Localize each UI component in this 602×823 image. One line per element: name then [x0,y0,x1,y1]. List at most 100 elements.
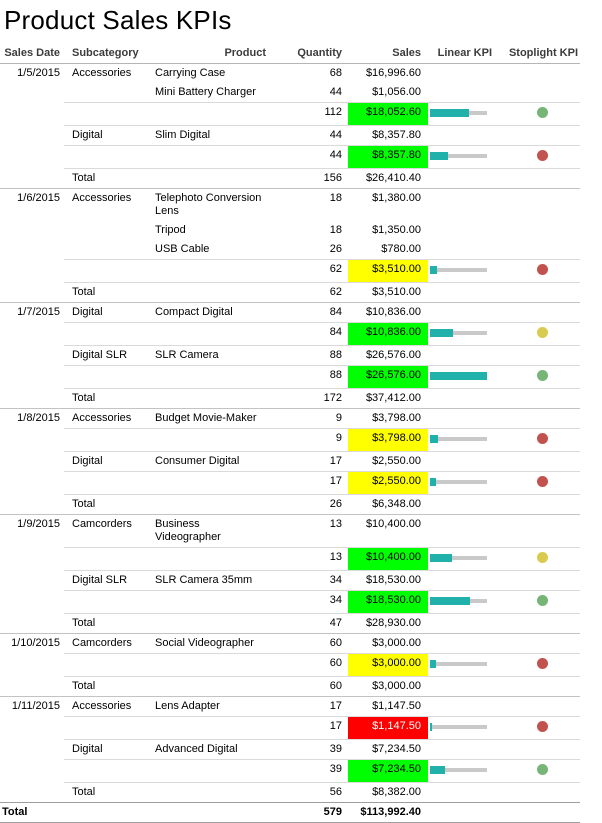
sales-value: $1,056.00 [372,86,421,98]
table-row: Tripod 18 $1,350.00 [0,221,580,240]
subcategory-cell: Total [64,494,148,515]
gauge-fill-bar [430,660,437,668]
stoplight-kpi-cell [504,739,580,760]
product-cell: Business Videographer [148,514,270,548]
product-cell: Slim Digital [148,125,270,146]
sales-cell: $3,000.00 [348,653,428,677]
subcategory-cell: Camcorders [64,633,148,654]
linear-gauge [430,595,487,606]
stoplight-kpi-cell [504,716,580,740]
product-cell [148,590,270,614]
stoplight-kpi-cell [504,514,580,548]
table-row: 44 $8,357.80 [0,145,580,169]
sales-cell: $3,510.00 [348,259,428,283]
sales-value: $1,380.00 [372,192,421,204]
sales-value: $6,348.00 [372,498,421,510]
linear-kpi-cell [428,514,504,548]
sales-date-cell [0,260,64,283]
linear-kpi-cell [428,102,504,126]
stoplight-indicator-icon [536,107,548,118]
stoplight-kpi-cell [504,696,580,717]
quantity-cell: 17 [270,451,348,472]
subcategory-cell [64,240,148,260]
table-row: Digital Consumer Digital 17 $2,550.00 [0,451,580,472]
product-cell [148,388,270,409]
stoplight-kpi-cell [504,547,580,571]
subcategory-cell [64,365,148,389]
subcategory-cell [64,322,148,346]
stoplight-kpi-cell [504,365,580,389]
sales-value: $3,798.00 [372,412,421,424]
table-row: USB Cable 26 $780.00 [0,240,580,260]
sales-cell: $26,410.40 [348,168,428,189]
column-header-stoplight-kpi: Stoplight KPI [504,44,580,64]
sales-cell: $7,234.50 [348,759,428,783]
sales-value: $18,530.00 [365,594,421,606]
linear-kpi-cell [428,696,504,717]
linear-kpi-cell [428,802,504,823]
stoplight-indicator-icon [536,476,548,487]
subcategory-cell [64,802,148,823]
table-row: 34 $18,530.00 [0,590,580,614]
quantity-cell: 47 [270,613,348,634]
quantity-cell: 62 [270,282,348,303]
linear-kpi-cell [428,168,504,189]
sales-value: $26,576.00 [365,369,421,381]
sales-kpi-table: Sales Date Subcategory Product Quantity … [0,44,580,823]
column-header-sales-date: Sales Date [0,44,64,64]
product-cell [148,653,270,677]
stoplight-kpi-cell [504,322,580,346]
linear-kpi-cell [428,125,504,146]
product-cell [148,782,270,803]
table-row: 1/8/2015 Accessories Budget Movie-Maker … [0,408,580,429]
table-row: 84 $10,836.00 [0,322,580,346]
sales-cell: $18,530.00 [348,570,428,591]
linear-kpi-cell [428,302,504,323]
linear-kpi-cell [428,221,504,240]
gauge-track-bar [430,556,487,560]
subcategory-cell [64,716,148,740]
stoplight-kpi-cell [504,259,580,283]
stoplight-kpi-cell [504,345,580,366]
product-cell: Budget Movie-Maker [148,408,270,429]
sales-cell: $1,056.00 [348,83,428,103]
stoplight-kpi-cell [504,408,580,429]
subcategory-cell: Accessories [64,63,148,83]
product-cell [148,802,270,823]
subcategory-cell [64,83,148,103]
quantity-cell: 60 [270,653,348,677]
stoplight-kpi-cell [504,302,580,323]
subcategory-cell: Total [64,782,148,803]
sales-date-cell [0,221,64,240]
quantity-cell: 17 [270,696,348,717]
linear-gauge [430,327,487,338]
stoplight-indicator-icon [536,370,548,381]
table-row: Digital Slim Digital 44 $8,357.80 [0,125,580,146]
linear-kpi-cell [428,145,504,169]
sales-date-cell: 1/10/2015 [0,633,64,654]
quantity-cell: 34 [270,590,348,614]
product-cell: Tripod [155,224,186,236]
sales-cell: $6,348.00 [348,494,428,515]
linear-kpi-cell [428,613,504,634]
sales-cell: $3,000.00 [348,633,428,654]
table-row: Total 156 $26,410.40 [0,168,580,189]
sales-cell: $3,798.00 [348,428,428,452]
gauge-track-bar [430,154,487,158]
subcategory-cell [64,471,148,495]
sales-date-cell: 1/8/2015 [0,408,64,429]
subcategory-cell: Digital [64,451,148,472]
sales-value: $10,836.00 [365,306,421,318]
report-title: Product Sales KPIs [4,5,232,35]
stoplight-kpi-cell [504,168,580,189]
quantity-cell: 13 [270,514,348,548]
sales-date-cell: 1/7/2015 [0,302,64,323]
quantity-cell: 44 [270,145,348,169]
subcategory-cell [64,590,148,614]
sales-value: $1,350.00 [372,224,421,236]
product-cell [148,759,270,783]
stoplight-kpi-cell [504,83,580,103]
linear-kpi-cell [428,408,504,429]
table-row: Total 26 $6,348.00 [0,494,580,515]
quantity-cell: 88 [270,365,348,389]
